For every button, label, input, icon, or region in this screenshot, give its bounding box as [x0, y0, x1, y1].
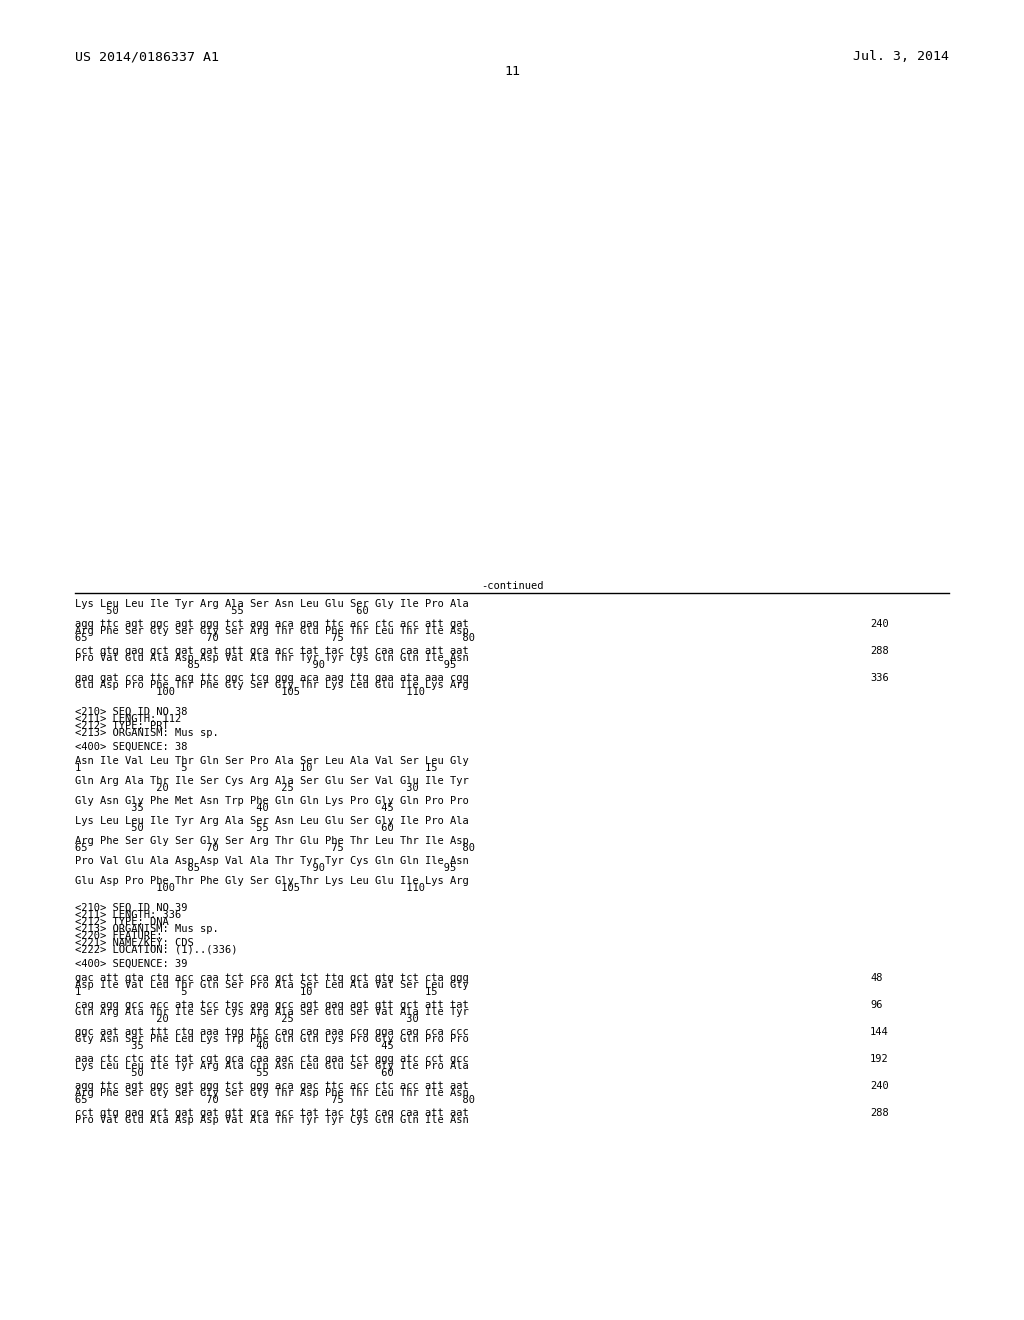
- Text: Pro Val Glu Ala Asp Asp Val Ala Thr Tyr Tyr Cys Gln Gln Ile Asn: Pro Val Glu Ala Asp Asp Val Ala Thr Tyr …: [75, 855, 469, 866]
- Text: 240: 240: [870, 1081, 889, 1092]
- Text: Jul. 3, 2014: Jul. 3, 2014: [853, 50, 949, 63]
- Text: <222> LOCATION: (1)..(336): <222> LOCATION: (1)..(336): [75, 945, 238, 954]
- Text: 240: 240: [870, 619, 889, 630]
- Text: Arg Phe Ser Gly Ser Gly Ser Gly Thr Asp Phe Thr Leu Thr Ile Asn: Arg Phe Ser Gly Ser Gly Ser Gly Thr Asp …: [75, 1088, 469, 1098]
- Text: 65                   70                  75                   80: 65 70 75 80: [75, 634, 475, 643]
- Text: <220> FEATURE:: <220> FEATURE:: [75, 931, 163, 941]
- Text: <211> LENGTH: 336: <211> LENGTH: 336: [75, 909, 181, 920]
- Text: cct gtg gag gct gat gat gtt gca acc tat tac tgt caa caa att aat: cct gtg gag gct gat gat gtt gca acc tat …: [75, 645, 469, 656]
- Text: 100                 105                 110: 100 105 110: [75, 883, 425, 894]
- Text: <210> SEQ ID NO 39: <210> SEQ ID NO 39: [75, 903, 187, 913]
- Text: Glu Asp Pro Phe Thr Phe Gly Ser Gly Thr Lys Leu Glu Ile Lys Arg: Glu Asp Pro Phe Thr Phe Gly Ser Gly Thr …: [75, 876, 469, 886]
- Text: 35                  40                  45: 35 40 45: [75, 1041, 394, 1051]
- Text: 1                5                  10                  15: 1 5 10 15: [75, 987, 437, 997]
- Text: <400> SEQUENCE: 38: <400> SEQUENCE: 38: [75, 742, 187, 752]
- Text: <211> LENGTH: 112: <211> LENGTH: 112: [75, 714, 181, 723]
- Text: <212> TYPE: PRT: <212> TYPE: PRT: [75, 721, 169, 731]
- Text: US 2014/0186337 A1: US 2014/0186337 A1: [75, 50, 219, 63]
- Text: 85                  90                   95: 85 90 95: [75, 660, 457, 671]
- Text: 336: 336: [870, 673, 889, 682]
- Text: 100                 105                 110: 100 105 110: [75, 686, 425, 697]
- Text: -continued: -continued: [480, 581, 544, 591]
- Text: <213> ORGANISM: Mus sp.: <213> ORGANISM: Mus sp.: [75, 729, 219, 738]
- Text: agg ttc agt ggc agt ggg tct agg aca gag ttc acc ctc acc att gat: agg ttc agt ggc agt ggg tct agg aca gag …: [75, 619, 469, 630]
- Text: ggc aat agt ttt ctg aaa tgg ttc cag cag aaa ccg gga cag cca ccc: ggc aat agt ttt ctg aaa tgg ttc cag cag …: [75, 1027, 469, 1038]
- Text: aaa ctc ctc atc tat cgt gca caa aac cta gaa tct ggg atc cct gcc: aaa ctc ctc atc tat cgt gca caa aac cta …: [75, 1053, 469, 1064]
- Text: cct gtg gag gct gat gat gtt gca acc tat tac tgt cag caa att aat: cct gtg gag gct gat gat gtt gca acc tat …: [75, 1107, 469, 1118]
- Text: Gln Arg Ala Thr Ile Ser Cys Arg Ala Ser Glu Ser Val Ala Ile Tyr: Gln Arg Ala Thr Ile Ser Cys Arg Ala Ser …: [75, 1007, 469, 1016]
- Text: Lys Leu Leu Ile Tyr Arg Ala Ser Asn Leu Glu Ser Gly Ile Pro Ala: Lys Leu Leu Ile Tyr Arg Ala Ser Asn Leu …: [75, 599, 469, 609]
- Text: 20                  25                  30: 20 25 30: [75, 783, 419, 793]
- Text: Gln Arg Ala Thr Ile Ser Cys Arg Ala Ser Glu Ser Val Glu Ile Tyr: Gln Arg Ala Thr Ile Ser Cys Arg Ala Ser …: [75, 776, 469, 785]
- Text: Pro Val Glu Ala Asp Asp Val Ala Thr Tyr Tyr Cys Gln Gln Ile Asn: Pro Val Glu Ala Asp Asp Val Ala Thr Tyr …: [75, 1115, 469, 1125]
- Text: 20                  25                  30: 20 25 30: [75, 1014, 419, 1024]
- Text: 96: 96: [870, 1001, 883, 1010]
- Text: gac att gta ctg acc caa tct cca gct tct ttg gct gtg tct cta ggg: gac att gta ctg acc caa tct cca gct tct …: [75, 973, 469, 983]
- Text: Gly Asn Gly Phe Met Asn Trp Phe Gln Gln Lys Pro Gly Gln Pro Pro: Gly Asn Gly Phe Met Asn Trp Phe Gln Gln …: [75, 796, 469, 807]
- Text: 192: 192: [870, 1053, 889, 1064]
- Text: <400> SEQUENCE: 39: <400> SEQUENCE: 39: [75, 960, 187, 969]
- Text: 65                   70                  75                   80: 65 70 75 80: [75, 1096, 475, 1105]
- Text: Arg Phe Ser Gly Ser Gly Ser Arg Thr Glu Phe Thr Leu Thr Ile Asp: Arg Phe Ser Gly Ser Gly Ser Arg Thr Glu …: [75, 626, 469, 636]
- Text: Asn Ile Val Leu Thr Gln Ser Pro Ala Ser Leu Ala Val Ser Leu Gly: Asn Ile Val Leu Thr Gln Ser Pro Ala Ser …: [75, 756, 469, 766]
- Text: gag gat cca ttc acg ttc ggc tcg ggg aca aag ttg gaa ata aaa cgg: gag gat cca ttc acg ttc ggc tcg ggg aca …: [75, 673, 469, 682]
- Text: Asp Ile Val Leu Thr Gln Ser Pro Ala Ser Leu Ala Val Ser Leu Gly: Asp Ile Val Leu Thr Gln Ser Pro Ala Ser …: [75, 979, 469, 990]
- Text: agg ttc agt ggc agt ggg tct ggg aca gac ttc acc ctc acc att aat: agg ttc agt ggc agt ggg tct ggg aca gac …: [75, 1081, 469, 1092]
- Text: 11: 11: [504, 65, 520, 78]
- Text: Gly Asn Ser Phe Leu Lys Trp Phe Gln Gln Lys Pro Gly Gln Pro Pro: Gly Asn Ser Phe Leu Lys Trp Phe Gln Gln …: [75, 1034, 469, 1044]
- Text: 288: 288: [870, 645, 889, 656]
- Text: 144: 144: [870, 1027, 889, 1038]
- Text: 288: 288: [870, 1107, 889, 1118]
- Text: 50                  55                  60: 50 55 60: [75, 822, 394, 833]
- Text: Lys Leu Leu Ile Tyr Arg Ala Gln Asn Leu Glu Ser Gly Ile Pro Ala: Lys Leu Leu Ile Tyr Arg Ala Gln Asn Leu …: [75, 1061, 469, 1071]
- Text: 85                  90                   95: 85 90 95: [75, 863, 457, 873]
- Text: Lys Leu Leu Ile Tyr Arg Ala Ser Asn Leu Glu Ser Gly Ile Pro Ala: Lys Leu Leu Ile Tyr Arg Ala Ser Asn Leu …: [75, 816, 469, 826]
- Text: 35                  40                  45: 35 40 45: [75, 803, 394, 813]
- Text: <221> NAME/KEY: CDS: <221> NAME/KEY: CDS: [75, 939, 194, 948]
- Text: <213> ORGANISM: Mus sp.: <213> ORGANISM: Mus sp.: [75, 924, 219, 935]
- Text: cag agg gcc acc ata tcc tgc aga gcc agt gag agt gtt gct att tat: cag agg gcc acc ata tcc tgc aga gcc agt …: [75, 1001, 469, 1010]
- Text: 48: 48: [870, 973, 883, 983]
- Text: Arg Phe Ser Gly Ser Gly Ser Arg Thr Glu Phe Thr Leu Thr Ile Asp: Arg Phe Ser Gly Ser Gly Ser Arg Thr Glu …: [75, 836, 469, 846]
- Text: 50                  55                  60: 50 55 60: [75, 1068, 394, 1078]
- Text: <210> SEQ ID NO 38: <210> SEQ ID NO 38: [75, 708, 187, 717]
- Text: 50                  55                  60: 50 55 60: [75, 606, 369, 616]
- Text: Pro Val Glu Ala Asp Asp Val Ala Thr Tyr Tyr Cys Gln Gln Ile Asn: Pro Val Glu Ala Asp Asp Val Ala Thr Tyr …: [75, 653, 469, 663]
- Text: Glu Asp Pro Phe Thr Phe Gly Ser Gly Thr Lys Leu Glu Ile Lys Arg: Glu Asp Pro Phe Thr Phe Gly Ser Gly Thr …: [75, 680, 469, 690]
- Text: 65                   70                  75                   80: 65 70 75 80: [75, 843, 475, 853]
- Text: 1                5                  10                  15: 1 5 10 15: [75, 763, 437, 774]
- Text: <212> TYPE: DNA: <212> TYPE: DNA: [75, 917, 169, 927]
